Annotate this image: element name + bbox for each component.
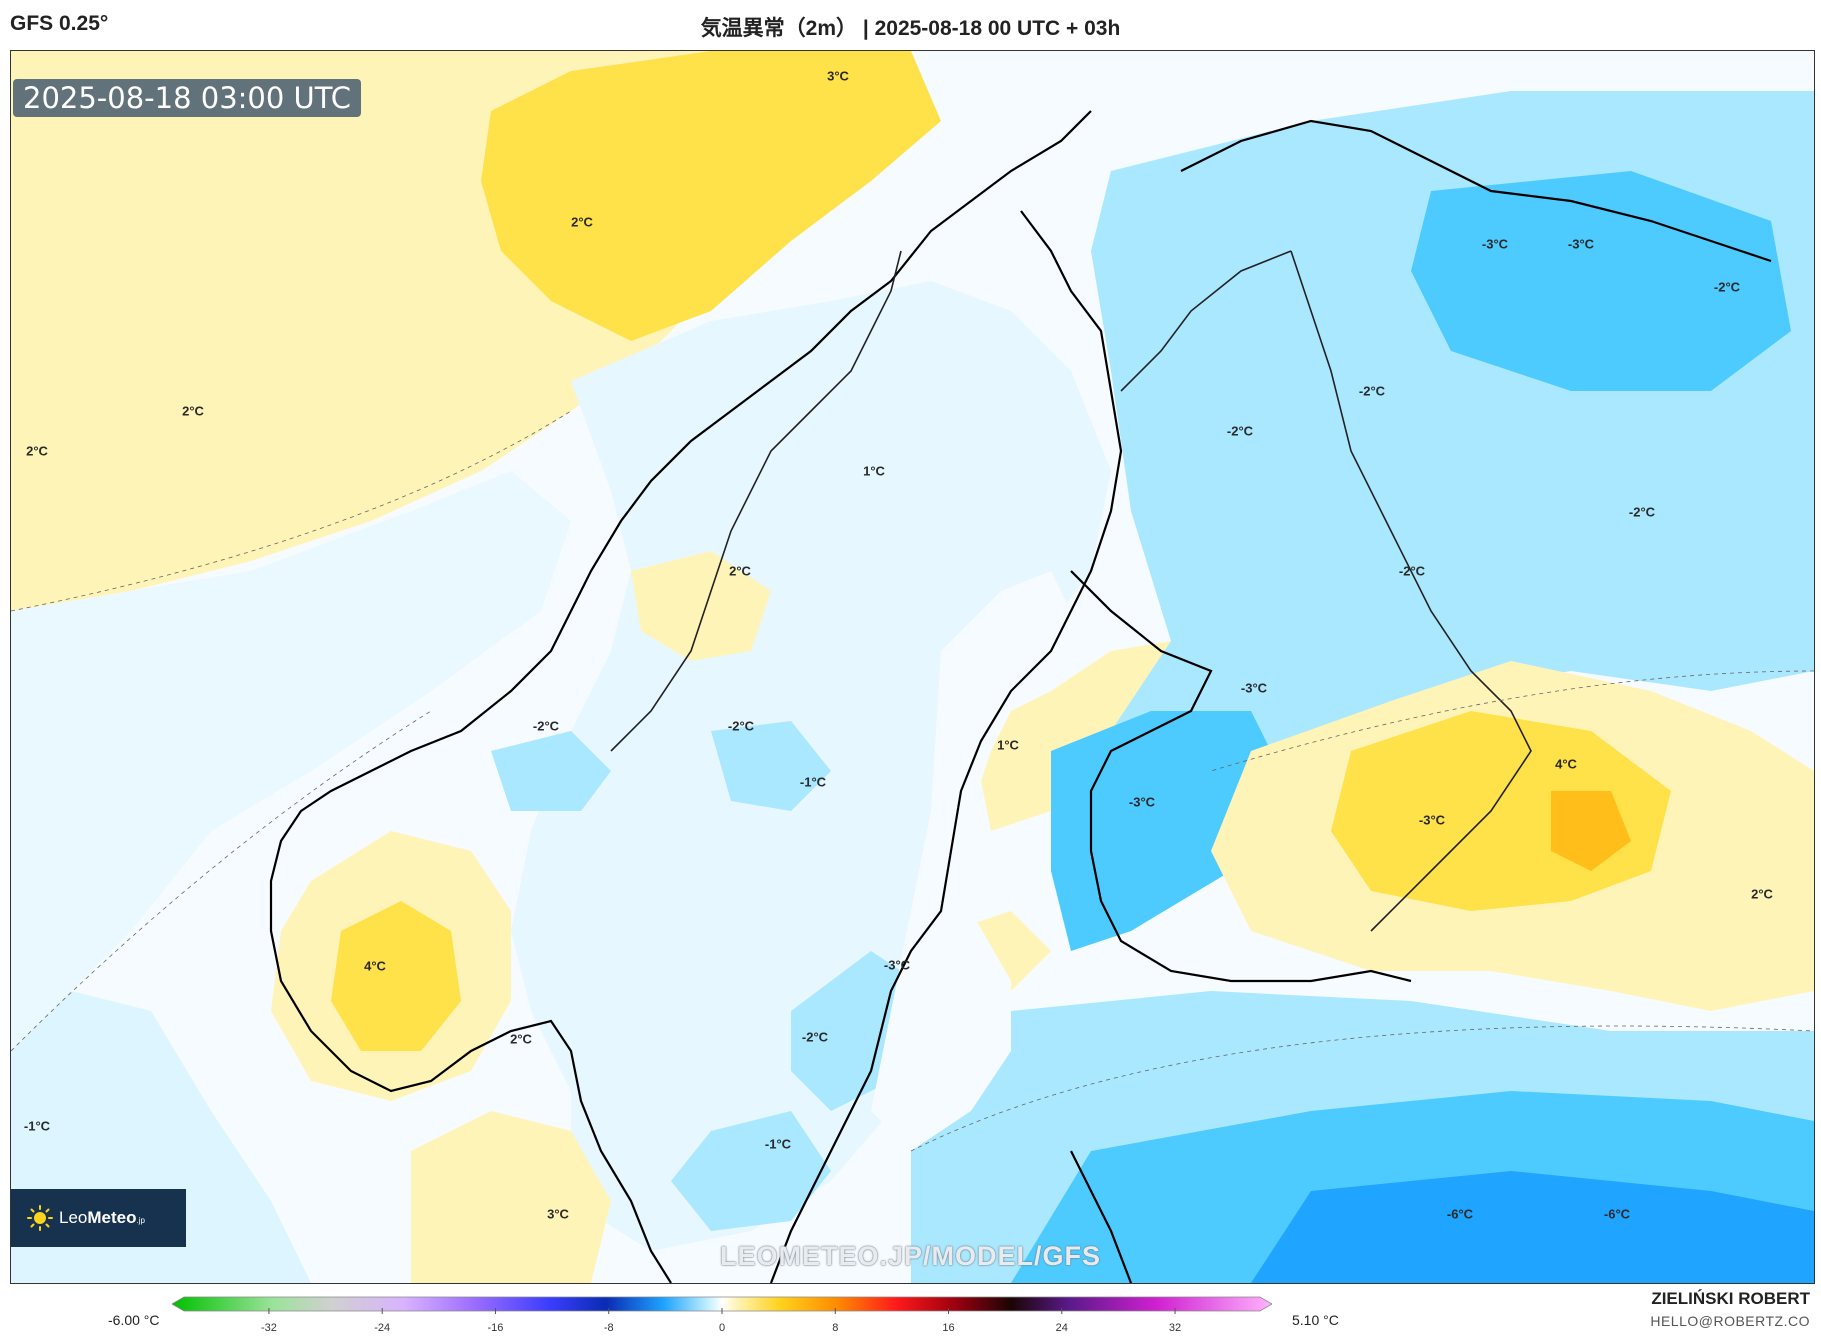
cold-patch-sweden-4 (671, 1111, 831, 1231)
isotherm-label: -3°C (1240, 680, 1268, 696)
colorbar (172, 1296, 1272, 1314)
cold-patch-sweden-2 (711, 721, 831, 811)
isotherm-label: 2°C (510, 1031, 532, 1047)
isotherm-label: 2°C (571, 214, 593, 230)
author-name: ZIELIŃSKI ROBERT (1651, 1289, 1810, 1308)
cold-core-russia-north (1411, 171, 1791, 391)
cold-core-finland (1051, 711, 1291, 951)
warm-patch-bothnia (971, 641, 1171, 831)
isotherm-label: -6°C (1446, 1206, 1474, 1222)
logo-text: LeoMeteo.jp (59, 1208, 145, 1227)
isotherm-label: -3°C (1128, 794, 1156, 810)
isotherm-label: -2°C (727, 718, 755, 734)
watermark-url: LEOMETEO.JP/MODEL/GFS (719, 1241, 1102, 1271)
sea-bothnia (871, 571, 1071, 1151)
isotherm-label: 3°C (827, 68, 849, 84)
isotherm-label: -2°C (1628, 504, 1656, 520)
coastlines (269, 110, 1772, 1283)
colorbar-tick-label: 16 (942, 1322, 955, 1334)
isotherm-label: -3°C (1567, 236, 1595, 252)
isotherm-label: 2°C (1751, 886, 1773, 902)
warm-region-denmark (411, 1111, 611, 1283)
warm-core-south-norway (331, 901, 461, 1051)
isotherm-label: 2°C (729, 563, 751, 579)
isotherm-label: 3°C (547, 1206, 569, 1222)
colorbar-tick-label: 24 (1055, 1322, 1068, 1334)
colorbar-min-label: -6.00 °C (108, 1312, 160, 1328)
colorbar-tick-label: -32 (260, 1322, 277, 1334)
header-bar: GFS 0.25° 気温異常（2m） | 2025-08-18 00 UTC +… (0, 0, 1821, 50)
isotherm-label: 4°C (364, 958, 386, 974)
isotherm-label: -2°C (1713, 279, 1741, 295)
isotherm-label: 2°C (182, 403, 204, 419)
colorbar-max-label: 5.10 °C (1292, 1312, 1339, 1328)
country-borders (610, 250, 1532, 932)
cold-max-baltics (1251, 1171, 1814, 1283)
isotherm-label: -3°C (883, 957, 911, 973)
isotherm-label: 1°C (863, 463, 885, 479)
isotherm-label: -2°C (801, 1029, 829, 1045)
isotherm-label: -1°C (23, 1118, 51, 1134)
colorbar-tick-label: -24 (374, 1322, 391, 1334)
isotherm-label: -1°C (764, 1136, 792, 1152)
isotherm-label: -3°C (1418, 812, 1446, 828)
warm-patch-central-sweden (631, 551, 771, 661)
isotherm-label: -3°C (1481, 236, 1509, 252)
colorbar-tick-label: 8 (832, 1322, 839, 1334)
isotherm-label: 2°C (26, 443, 48, 459)
cold-region-atlantic-south (11, 471, 571, 1051)
cold-patch-sweden-1 (491, 731, 611, 811)
colorbar-tick-label: -8 (603, 1322, 614, 1334)
isotherm-label: -2°C (532, 718, 560, 734)
isotherm-label: 4°C (1555, 756, 1577, 772)
isotherm-label: -6°C (1603, 1206, 1631, 1222)
author-email[interactable]: HELLO@ROBERTZ.CO (1650, 1313, 1810, 1329)
map-title: 気温異常（2m） | 2025-08-18 00 UTC + 03h (700, 17, 1121, 40)
colorbar-tick-label: 32 (1168, 1322, 1182, 1334)
isotherm-label: -2°C (1398, 563, 1426, 579)
isotherm-label: -1°C (799, 774, 827, 790)
model-name: GFS 0.25° (10, 12, 109, 35)
map-panel[interactable]: 2025-08-18 03:00 UTC (10, 50, 1815, 1284)
warm-region-norwegian-sea (481, 51, 941, 341)
leometeo-logo: LeoMeteo.jp (11, 1189, 186, 1247)
isotherm-label: -2°C (1358, 383, 1386, 399)
colorbar-tick-label: 0 (718, 1322, 726, 1334)
sun-icon (27, 1205, 53, 1231)
isotherm-label: -2°C (1226, 423, 1254, 439)
anomaly-map (11, 51, 1814, 1283)
valid-time-badge: 2025-08-18 03:00 UTC (13, 79, 362, 117)
isotherm-contours (11, 410, 1814, 1152)
warm-max-karelia (1551, 791, 1631, 871)
isotherm-label: 1°C (997, 737, 1019, 753)
colorbar-tick-label: -16 (487, 1322, 504, 1334)
